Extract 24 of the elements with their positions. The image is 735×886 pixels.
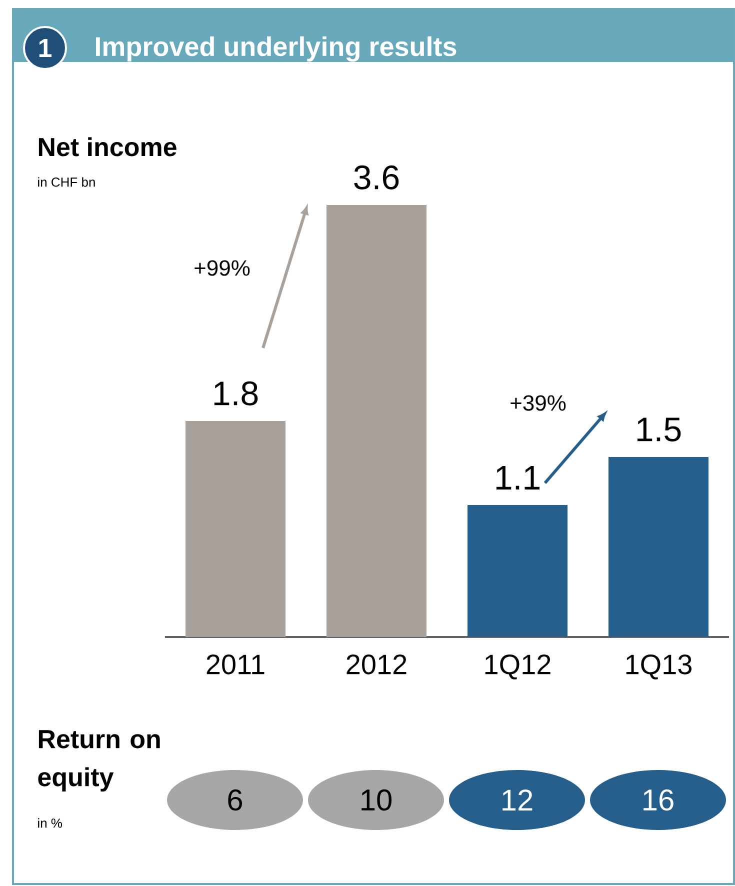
- chart-title: Net income: [38, 137, 176, 156]
- text: Improved underlying results: [96, 36, 456, 62]
- bar: [186, 420, 286, 637]
- bar: [467, 504, 568, 637]
- x-tick-label: 2012: [346, 654, 406, 674]
- annotation: +99%: [194, 260, 250, 276]
- text: in %: [38, 818, 62, 828]
- text: Return on equity: [38, 730, 160, 792]
- data-label: 16: [644, 789, 674, 811]
- data-label: 6: [228, 789, 242, 811]
- data-label: 1.1: [496, 466, 540, 490]
- x-tick-label: 1Q13: [626, 654, 692, 680]
- chart-subtitle: in CHF bn: [38, 177, 95, 187]
- data-label: 10: [362, 789, 392, 811]
- data-label: 3.6: [354, 165, 399, 190]
- text: 1: [39, 39, 52, 57]
- data-label: 12: [502, 790, 532, 810]
- annotation: +39%: [510, 395, 566, 411]
- x-tick-label: 1Q12: [485, 654, 550, 680]
- data-label: 1.8: [214, 381, 258, 406]
- bar: [608, 456, 708, 637]
- bar: [326, 204, 426, 637]
- data-label: 1.5: [637, 418, 681, 442]
- x-tick-label: 2011: [206, 654, 264, 674]
